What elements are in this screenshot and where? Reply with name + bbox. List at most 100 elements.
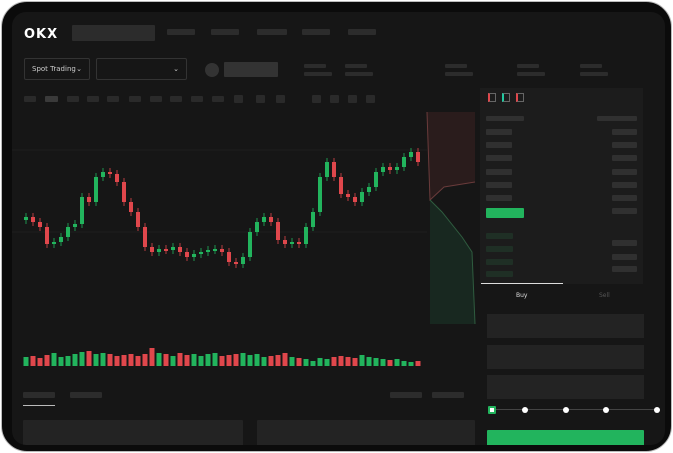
stat-value xyxy=(304,72,332,76)
chart-tool-icon[interactable] xyxy=(366,95,375,103)
orderbook-both-icon[interactable] xyxy=(488,93,496,102)
candle xyxy=(416,152,420,162)
volume-bar xyxy=(289,357,295,366)
candle xyxy=(262,217,266,222)
volume-bar xyxy=(233,354,239,366)
candle xyxy=(283,240,287,244)
slider-stop[interactable] xyxy=(603,407,609,413)
volume-bar xyxy=(268,356,274,366)
filter-button[interactable] xyxy=(432,392,464,398)
amount-input[interactable] xyxy=(487,345,644,369)
timeframe-button[interactable] xyxy=(170,96,182,102)
candle xyxy=(311,212,315,227)
market-type-dropdown[interactable]: Spot Trading ⌄ xyxy=(24,58,90,80)
volume-bar xyxy=(331,357,337,366)
candle xyxy=(136,212,140,227)
slider-stop[interactable] xyxy=(654,407,660,413)
nav-item[interactable] xyxy=(302,29,330,35)
ask-price xyxy=(486,182,512,188)
candle xyxy=(108,172,112,174)
candle xyxy=(381,167,385,172)
orderbook-view-icons[interactable] xyxy=(488,93,524,102)
nav-item[interactable] xyxy=(257,29,287,35)
candle xyxy=(213,249,217,251)
stat-label xyxy=(517,64,539,68)
timeframe-button[interactable] xyxy=(212,96,224,102)
depth-bids-line xyxy=(429,199,476,325)
depth-asks-line xyxy=(426,112,476,202)
tab-open-orders[interactable] xyxy=(23,392,55,398)
ask-price xyxy=(486,155,512,161)
timeframe-button[interactable] xyxy=(67,96,79,102)
orderbook-asks-icon[interactable] xyxy=(516,93,524,102)
bid-price xyxy=(486,271,513,277)
ask-price xyxy=(486,142,512,148)
amount-slider[interactable] xyxy=(491,409,657,410)
candle xyxy=(409,152,413,157)
candle xyxy=(290,242,294,244)
chart-tool-icon[interactable] xyxy=(234,95,243,103)
volume-bar xyxy=(58,357,64,366)
timeframe-button[interactable] xyxy=(191,96,203,102)
timeframe-button[interactable] xyxy=(24,96,36,102)
chart-tool-icon[interactable] xyxy=(330,95,339,103)
timeframe-button[interactable] xyxy=(107,96,119,102)
app-screen: OKX Spot Trading ⌄ ⌄ Buy Sell xyxy=(12,12,665,445)
total-input[interactable] xyxy=(487,375,644,399)
volume-bar xyxy=(310,361,316,366)
volume-bar xyxy=(282,353,288,366)
volume-bar xyxy=(254,354,260,366)
volume-bar xyxy=(156,353,162,366)
candle xyxy=(388,167,392,170)
coin-icon xyxy=(205,63,219,77)
timeframe-button[interactable] xyxy=(45,96,58,102)
market-type-label: Spot Trading xyxy=(32,65,76,73)
nav-item[interactable] xyxy=(167,29,195,35)
tab-sell[interactable]: Sell xyxy=(599,292,610,299)
chart-tool-icon[interactable] xyxy=(256,95,265,103)
chart-tool-icon[interactable] xyxy=(312,95,321,103)
candle xyxy=(332,162,336,177)
orderbook-header xyxy=(486,116,524,121)
candle xyxy=(115,174,119,182)
orderbook-header xyxy=(597,116,637,121)
candle xyxy=(94,177,98,202)
filter-button[interactable] xyxy=(390,392,422,398)
pair-dropdown[interactable]: ⌄ xyxy=(96,58,187,80)
candle xyxy=(269,217,273,222)
candle xyxy=(101,172,105,177)
candle xyxy=(73,224,77,227)
candlestick-chart[interactable] xyxy=(12,112,482,372)
volume-bar xyxy=(149,348,155,366)
volume-bar xyxy=(226,355,232,366)
candle xyxy=(143,227,147,247)
volume-bar xyxy=(408,362,414,366)
candle xyxy=(129,202,133,212)
volume-bar xyxy=(366,357,372,366)
timeframe-button[interactable] xyxy=(150,96,162,102)
chart-tool-icon[interactable] xyxy=(276,95,285,103)
slider-stop[interactable] xyxy=(522,407,528,413)
candle xyxy=(45,227,49,244)
nav-item[interactable] xyxy=(211,29,239,35)
candle xyxy=(227,252,231,262)
nav-item[interactable] xyxy=(348,29,376,35)
timeframe-button[interactable] xyxy=(87,96,99,102)
stat-label xyxy=(345,64,367,68)
buy-button[interactable] xyxy=(487,430,644,445)
volume-bar xyxy=(296,358,302,366)
slider-handle[interactable] xyxy=(488,406,496,414)
search-bar[interactable] xyxy=(72,25,155,41)
volume-bar xyxy=(93,354,99,366)
orderbook-bids-icon[interactable] xyxy=(502,93,510,102)
chart-tool-icon[interactable] xyxy=(348,95,357,103)
volume-bar xyxy=(107,354,113,366)
slider-stop[interactable] xyxy=(563,407,569,413)
candle xyxy=(87,197,91,202)
price-input[interactable] xyxy=(487,314,644,338)
volume-bar xyxy=(324,359,330,366)
candle xyxy=(178,247,182,252)
timeframe-button[interactable] xyxy=(129,96,141,102)
tab-order-history[interactable] xyxy=(70,392,102,398)
tab-buy[interactable]: Buy xyxy=(516,292,528,299)
